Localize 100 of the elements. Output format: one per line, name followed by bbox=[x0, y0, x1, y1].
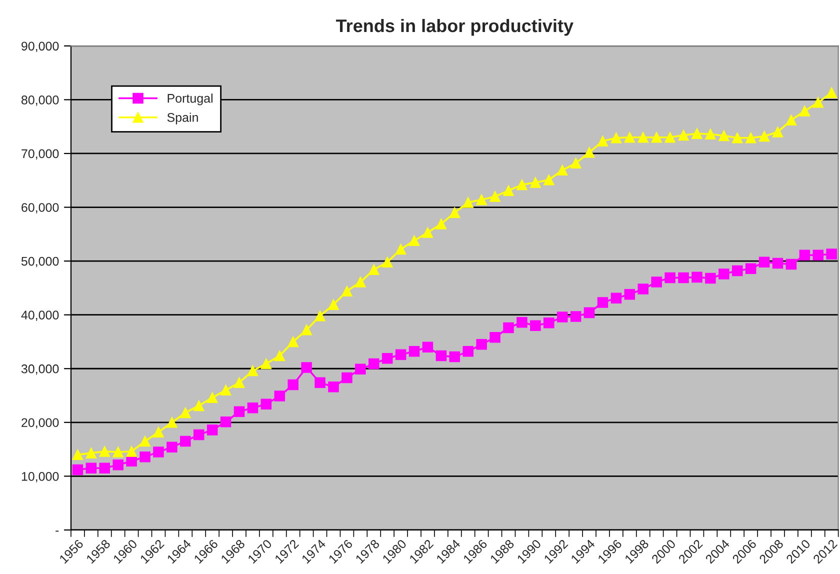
point bbox=[422, 342, 434, 352]
point bbox=[408, 346, 420, 357]
point bbox=[745, 263, 756, 274]
point bbox=[395, 349, 406, 360]
point bbox=[758, 256, 770, 268]
point bbox=[530, 320, 541, 331]
point bbox=[99, 446, 110, 457]
y-tick-label: 80,000 bbox=[21, 96, 59, 106]
point bbox=[570, 311, 582, 322]
point bbox=[260, 358, 272, 370]
point bbox=[799, 106, 810, 116]
point bbox=[745, 132, 756, 144]
point bbox=[153, 426, 164, 438]
point bbox=[638, 132, 648, 143]
point bbox=[638, 284, 648, 294]
point bbox=[166, 442, 178, 453]
point bbox=[274, 350, 286, 362]
point bbox=[422, 227, 434, 238]
point bbox=[301, 324, 312, 336]
point bbox=[99, 462, 110, 474]
legend-label: Portugal bbox=[168, 94, 212, 106]
point bbox=[234, 406, 245, 418]
point bbox=[812, 250, 824, 261]
point bbox=[72, 449, 84, 460]
point bbox=[664, 132, 676, 143]
point bbox=[288, 336, 298, 348]
point bbox=[732, 132, 743, 144]
point bbox=[826, 248, 837, 260]
point bbox=[288, 379, 298, 390]
point bbox=[86, 448, 97, 458]
point bbox=[651, 276, 662, 288]
point bbox=[556, 164, 568, 176]
point bbox=[692, 128, 702, 139]
point bbox=[772, 258, 784, 269]
point bbox=[758, 130, 770, 142]
point bbox=[220, 416, 232, 428]
point bbox=[610, 132, 622, 144]
point bbox=[786, 258, 797, 270]
point bbox=[651, 132, 662, 143]
point bbox=[140, 451, 150, 462]
point bbox=[476, 339, 487, 350]
point bbox=[812, 97, 824, 108]
point bbox=[247, 402, 258, 414]
point bbox=[678, 130, 689, 141]
point bbox=[490, 332, 500, 343]
point bbox=[503, 322, 514, 334]
point bbox=[206, 392, 218, 404]
point bbox=[624, 132, 636, 143]
point bbox=[530, 177, 541, 188]
y-tick-label: 20,000 bbox=[22, 418, 59, 429]
point bbox=[314, 377, 326, 388]
point bbox=[584, 147, 595, 158]
point bbox=[368, 358, 380, 370]
point bbox=[556, 312, 568, 322]
point bbox=[624, 289, 636, 300]
point bbox=[436, 350, 447, 362]
point bbox=[180, 436, 191, 447]
y-tick-label: 10,000 bbox=[22, 472, 59, 482]
point bbox=[449, 207, 460, 218]
point bbox=[678, 272, 689, 284]
point bbox=[368, 264, 380, 276]
point bbox=[786, 114, 797, 126]
point bbox=[314, 310, 326, 322]
point bbox=[180, 407, 191, 418]
point bbox=[476, 194, 487, 206]
point bbox=[705, 128, 716, 140]
y-tick-label: 30,000 bbox=[21, 364, 59, 375]
y-tick-label: 90,000 bbox=[22, 42, 59, 52]
point bbox=[355, 364, 366, 375]
point bbox=[112, 446, 124, 458]
point bbox=[692, 272, 702, 283]
point bbox=[597, 136, 608, 146]
point bbox=[112, 460, 124, 470]
point bbox=[274, 390, 286, 402]
point bbox=[247, 365, 258, 376]
point bbox=[260, 398, 272, 410]
y-tick-label: 60,000 bbox=[22, 203, 59, 214]
point bbox=[705, 272, 716, 284]
point bbox=[826, 87, 837, 98]
point bbox=[382, 353, 393, 364]
legend-label: Spain bbox=[167, 112, 198, 124]
point bbox=[732, 265, 743, 276]
point bbox=[140, 436, 150, 447]
point bbox=[355, 276, 366, 288]
y-tick-label: 70,000 bbox=[22, 149, 59, 160]
point bbox=[544, 174, 554, 186]
point bbox=[328, 299, 339, 310]
point bbox=[664, 272, 676, 284]
point bbox=[153, 446, 164, 458]
point bbox=[490, 191, 500, 202]
point bbox=[328, 382, 339, 392]
point bbox=[436, 218, 447, 230]
point bbox=[449, 351, 460, 362]
point bbox=[462, 197, 474, 208]
point bbox=[86, 462, 97, 474]
point bbox=[126, 456, 137, 467]
y-tick-label: 50,000 bbox=[21, 256, 59, 268]
point bbox=[342, 286, 352, 297]
point bbox=[126, 446, 137, 457]
point bbox=[516, 179, 528, 190]
